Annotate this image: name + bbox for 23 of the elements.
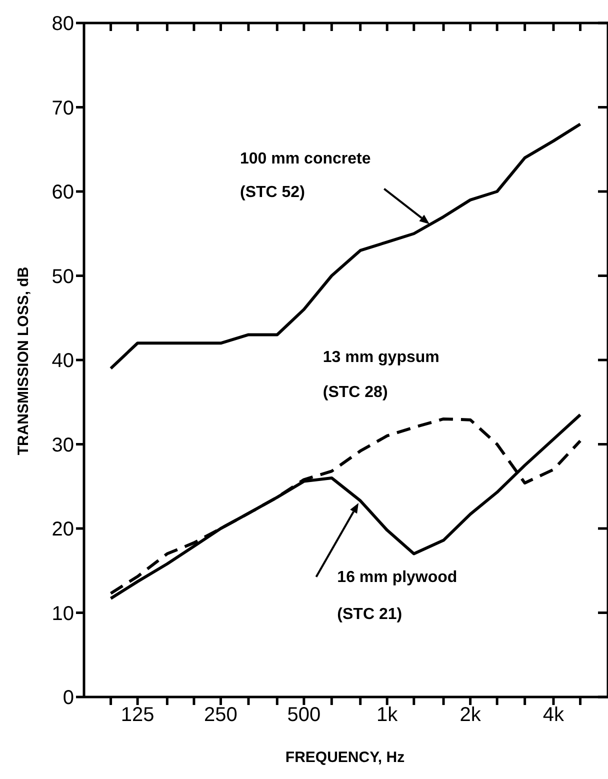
- x-tick-label: 4k: [542, 704, 566, 726]
- y-tick-label: 30: [52, 434, 74, 456]
- y-tick-label: 50: [52, 266, 74, 288]
- y-axis-title: TRANSMISSION LOSS, dB: [14, 266, 32, 456]
- y-tick-label: 60: [52, 182, 74, 204]
- x-tick-label: 250: [204, 704, 238, 726]
- y-tick-label: 80: [52, 13, 74, 36]
- annotation: 13 mm gypsum: [322, 348, 440, 366]
- annotation: 16 mm plywood: [337, 568, 458, 586]
- annotation: (STC 52): [240, 184, 305, 202]
- annotation: (STC 28): [322, 384, 388, 402]
- x-axis-title: FREQUENCY, Hz: [285, 749, 405, 766]
- x-tick-label: 2k: [460, 704, 482, 726]
- y-tick-label: 70: [52, 97, 74, 120]
- y-tick-label: 40: [52, 350, 74, 372]
- x-tick-label: 500: [287, 704, 321, 726]
- y-tick-label: 0: [62, 687, 74, 710]
- annotation: 100 mm concrete: [240, 150, 371, 168]
- annotation: (STC 21): [337, 606, 402, 623]
- x-tick-label: 1k: [376, 704, 399, 726]
- x-tick-label: 125: [120, 704, 154, 726]
- y-tick-label: 10: [52, 602, 74, 625]
- y-tick-label: 20: [52, 518, 74, 541]
